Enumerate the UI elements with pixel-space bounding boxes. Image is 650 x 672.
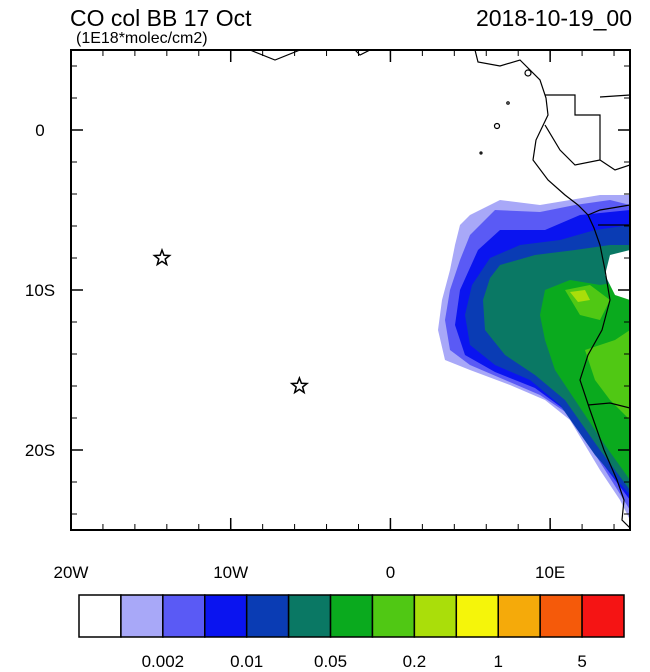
colorbar-box <box>120 594 164 638</box>
coastline <box>249 50 630 529</box>
colorbar-box <box>204 594 248 638</box>
colorbar-box <box>413 594 458 638</box>
colorbar-box <box>245 594 290 638</box>
y-tick-label: 0 <box>35 121 44 140</box>
y-tick-label: 20S <box>25 441 55 460</box>
colorbar-box <box>371 594 416 638</box>
units: (1E18*molec/cm2) <box>76 30 208 47</box>
colorbar-box <box>581 594 625 638</box>
x-tick-label: 10W <box>213 563 248 582</box>
plume <box>438 195 630 520</box>
colorbar-box <box>497 594 541 638</box>
colorbar-box <box>78 594 122 638</box>
colorbar-box <box>329 594 374 638</box>
colorbar-label: 0.002 <box>142 652 185 667</box>
colorbar-label: 5 <box>577 652 586 667</box>
colorbar-label: 0.2 <box>403 652 427 667</box>
colorbar-label: 1 <box>493 652 502 667</box>
x-tick-label: 0 <box>386 563 395 582</box>
colorbar-box <box>287 594 332 638</box>
site-marker <box>289 375 310 395</box>
colorbar-label: 0.01 <box>230 652 263 667</box>
x-tick-label: 20W <box>54 563 89 582</box>
title: CO col BB 17 Oct <box>70 5 252 31</box>
y-tick-label: 10S <box>25 281 55 300</box>
date: 2018-10-19_00 <box>476 5 632 31</box>
colorbar-box <box>455 594 499 638</box>
colorbar-label: 0.05 <box>314 652 347 667</box>
x-tick-label: 10E <box>535 563 565 582</box>
colorbar-box <box>539 594 583 638</box>
site-marker <box>152 247 172 267</box>
colorbar-box <box>162 594 206 638</box>
